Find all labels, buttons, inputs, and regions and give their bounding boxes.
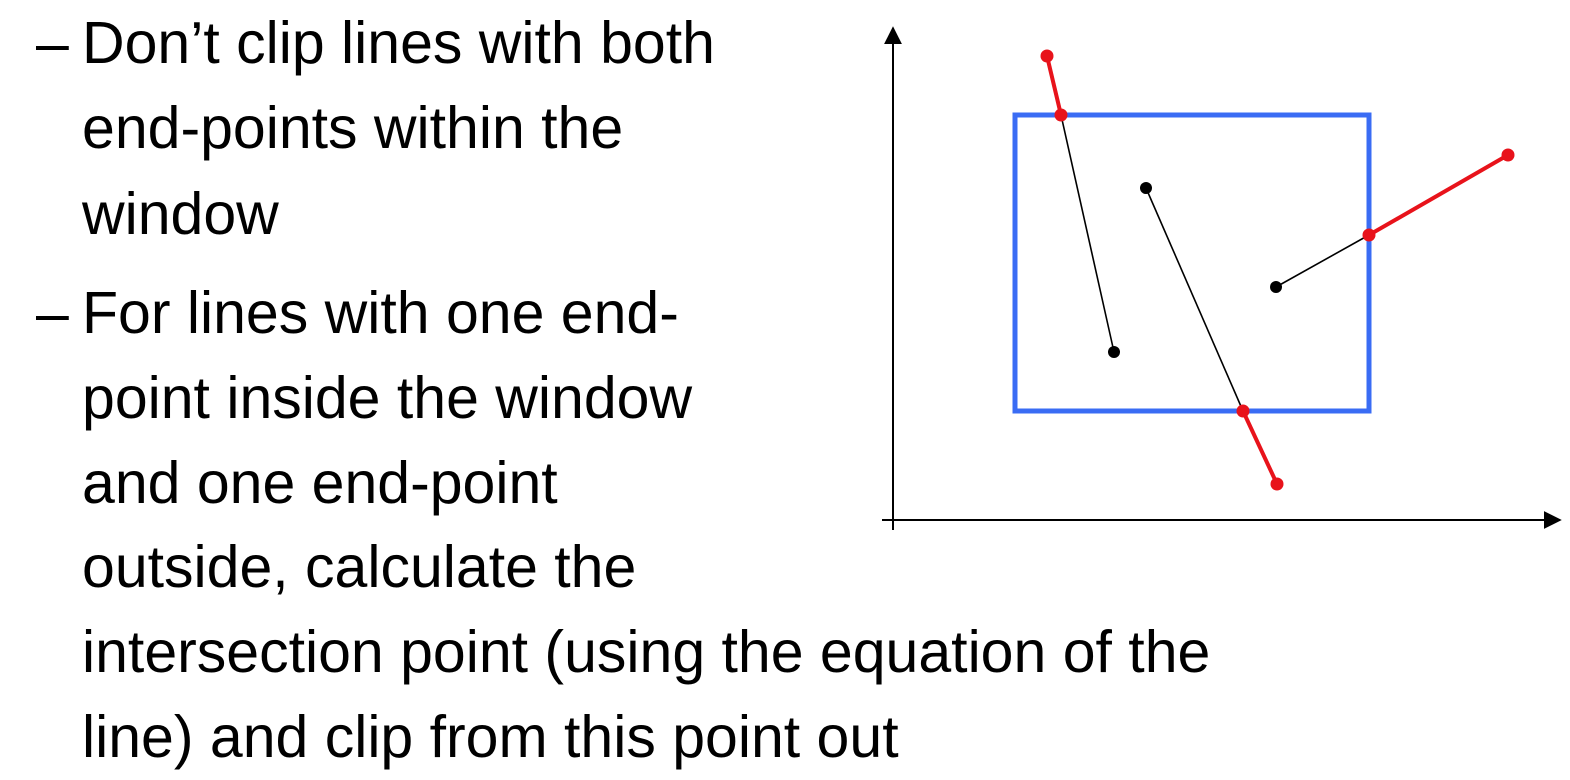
bullet-1-line-1: Don’t clip lines with both bbox=[82, 10, 715, 76]
line-3-inside-endpoint bbox=[1270, 281, 1282, 293]
line-2-inside-endpoint bbox=[1140, 182, 1152, 194]
line-1-inside-endpoint bbox=[1108, 346, 1120, 358]
line-1-outside-endpoint bbox=[1040, 49, 1054, 63]
line-3-inside-segment bbox=[1275, 234, 1370, 288]
line-2-outside-endpoint bbox=[1270, 477, 1284, 491]
bullet-2-dash: – bbox=[36, 280, 69, 346]
bullet-2-line-6: line) and clip from this point out bbox=[82, 704, 899, 770]
bullet-2-line-3: and one end-point bbox=[82, 450, 558, 516]
bullet-1-line-2: end-points within the bbox=[82, 95, 624, 161]
line-1-intersection-point bbox=[1054, 108, 1068, 122]
bullet-1-line-3: window bbox=[82, 181, 279, 247]
line-2-outside-segment bbox=[1241, 410, 1279, 485]
line-1-inside-segment bbox=[1060, 114, 1115, 353]
line-3-intersection-point bbox=[1362, 228, 1376, 242]
line-3-outside-endpoint bbox=[1501, 148, 1515, 162]
line-3-outside-segment bbox=[1368, 153, 1509, 237]
line-1-outside-segment bbox=[1045, 55, 1063, 116]
bullet-2-line-1: For lines with one end- bbox=[82, 280, 679, 346]
bullet-2-line-5: intersection point (using the equation o… bbox=[82, 619, 1211, 685]
line-2-inside-segment bbox=[1145, 187, 1244, 412]
line-2-intersection-point bbox=[1236, 404, 1250, 418]
clipping-window bbox=[1012, 112, 1372, 414]
bullet-2-line-2: point inside the window bbox=[82, 365, 693, 431]
bullet-1-dash: – bbox=[36, 10, 69, 76]
bullet-2-line-4: outside, calculate the bbox=[82, 534, 637, 600]
